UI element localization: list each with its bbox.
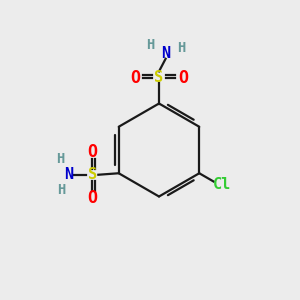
- Text: O: O: [178, 69, 188, 87]
- Text: S: S: [88, 167, 97, 182]
- Text: H: H: [177, 41, 185, 55]
- Text: N: N: [161, 46, 170, 61]
- Text: H: H: [58, 183, 66, 197]
- Text: O: O: [87, 189, 97, 207]
- Text: H: H: [146, 38, 154, 52]
- Text: Cl: Cl: [213, 177, 231, 192]
- Text: N: N: [64, 167, 73, 182]
- Text: O: O: [130, 69, 140, 87]
- Text: H: H: [56, 152, 64, 166]
- Text: O: O: [87, 143, 97, 161]
- Text: S: S: [154, 70, 164, 86]
